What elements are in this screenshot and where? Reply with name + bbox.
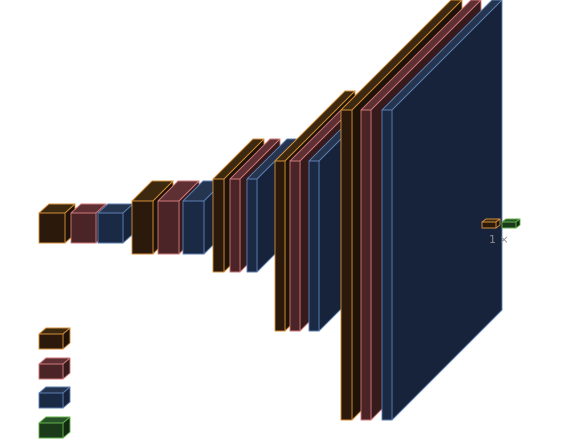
legend-swatch-activation-block [38,386,71,409]
legend-swatch-dense-block [38,416,71,439]
dense-block-17-front [501,221,517,229]
activation-block-9-front [246,178,258,273]
layer-blocks [38,0,521,421]
activation-block-3-front [97,212,124,244]
conv-block-7-front [212,178,225,273]
conv-block-1-front [38,212,66,244]
norm-block-14-front [360,109,372,421]
conv-block-13-front [340,109,353,421]
activation-block-6-front [182,200,205,255]
legend-swatch-activation-block-front [38,392,64,409]
norm-block-2-front [70,212,97,244]
legend [38,327,71,439]
activation-block-15 [381,0,503,421]
conv-block-1 [38,203,76,244]
norm-block-5-front [157,200,180,255]
conv-block-10-front [274,160,286,332]
norm-block-11-front [289,160,301,332]
conv-block-16 [481,218,501,229]
dense-block-17 [501,218,521,229]
activation-block-3 [97,203,134,244]
legend-swatch-norm-block [38,357,71,380]
legend-swatch-conv-block [38,327,71,350]
conv-block-16-front [481,221,497,229]
output-label: 1 × [489,233,509,246]
legend-swatch-norm-block-front [38,363,64,380]
norm-block-8-front [229,178,241,273]
activation-block-15-front [381,109,393,421]
conv-block-4-front [131,200,154,255]
legend-swatch-dense-block-front [38,422,64,439]
legend-swatch-conv-block-front [38,333,64,350]
activation-block-12-front [308,160,320,332]
